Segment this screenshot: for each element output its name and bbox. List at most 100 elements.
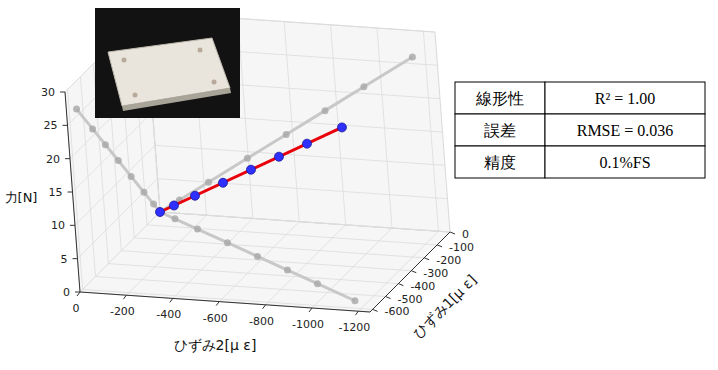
tick-label: -500 (397, 293, 422, 306)
floor-projection-point (254, 253, 261, 260)
tick (437, 245, 442, 247)
left-projection-point (115, 157, 122, 164)
tick-label: 20 (46, 153, 60, 166)
y-axis-line (370, 232, 450, 312)
data-point (302, 139, 311, 148)
table-cell (455, 146, 545, 178)
left-projection-point (157, 209, 164, 216)
left-projection-point (150, 201, 157, 208)
table-text: 誤差 (484, 121, 516, 140)
tick (373, 309, 378, 311)
tick-label: -1200 (338, 321, 370, 334)
tick-label: -600 (385, 305, 410, 318)
left-projection-point (128, 173, 135, 180)
tick-label: 25 (44, 119, 58, 132)
tick-label: 0 (462, 228, 469, 241)
tick (424, 258, 429, 260)
tick (75, 292, 80, 293)
tick (70, 225, 75, 226)
back-projection-point (409, 53, 416, 60)
z-axis-title: 力[N] (5, 190, 38, 205)
floor-projection-point (157, 209, 164, 216)
table-text: 線形性 (475, 89, 524, 108)
data-point (246, 165, 255, 174)
tick (450, 232, 455, 234)
grid (65, 12, 450, 311)
table: 線形性 R² = 1.00 誤差 RMSE = 0.036 精度 0.1%FS (455, 82, 705, 178)
photo-sensor-edge (122, 88, 231, 111)
grid-line (78, 179, 158, 259)
left-projection-point (102, 141, 109, 148)
table-text: R² = 1.00 (595, 90, 656, 107)
tick (65, 158, 70, 159)
chart-svg: 0-200-400-600-800-1000-12000-100-200-300… (0, 0, 718, 370)
floor-projection-line (160, 212, 355, 301)
tick-label: -200 (436, 254, 461, 267)
tick-label: -100 (449, 241, 474, 254)
tick (411, 271, 416, 273)
tick-label: -800 (249, 315, 274, 328)
floor-projection-point (224, 239, 231, 246)
y-axis-title: ひずみ1[μ ε] (410, 272, 480, 342)
tick-label: -200 (110, 305, 135, 318)
data-point (337, 123, 346, 132)
tick (77, 292, 80, 296)
panes (65, 12, 450, 312)
back-projection-point (157, 209, 164, 216)
tick-label: -400 (410, 280, 435, 293)
tick (385, 297, 390, 299)
grid-line (158, 179, 448, 199)
x-axis-title: ひずみ2[μ ε] (174, 337, 257, 353)
tick-label: -600 (203, 312, 228, 325)
table-text: 0.1%FS (599, 154, 650, 171)
table-cell (545, 82, 705, 114)
data-point (274, 152, 283, 161)
table-cell (545, 114, 705, 146)
floor-projection-point (171, 215, 178, 222)
back-projection-point (360, 83, 367, 90)
floor-projection-point (314, 280, 321, 287)
data-point (169, 201, 178, 210)
photo-hole (198, 48, 203, 53)
tick (170, 298, 173, 302)
tick (68, 192, 73, 193)
tick (398, 284, 403, 286)
floor-projection-point (351, 297, 358, 304)
data-point (190, 191, 199, 200)
tick (60, 92, 65, 93)
table-text: 精度 (484, 153, 516, 172)
floor-projection-point (284, 267, 291, 274)
tick-label: 0 (63, 286, 70, 299)
tick-label: 10 (51, 219, 65, 232)
data-point (156, 208, 165, 217)
table-cell (455, 82, 545, 114)
tick (216, 302, 219, 306)
tick (63, 125, 68, 126)
tick-label: 15 (49, 186, 63, 199)
photo-background (95, 8, 240, 118)
grid-line (80, 212, 160, 292)
floor-projection-point (194, 226, 201, 233)
back-projection-point (283, 131, 290, 138)
tick-label: -1000 (292, 318, 324, 331)
tick (73, 258, 78, 259)
left-projection-point (140, 189, 147, 196)
tick-label: 0 (73, 302, 80, 315)
photo-inset (95, 8, 240, 118)
tick (123, 295, 126, 299)
left-projection-point (73, 106, 80, 113)
left-projection-line (77, 109, 160, 212)
tick-label: 5 (61, 253, 68, 266)
axes: 0-200-400-600-800-1000-12000-100-200-300… (5, 86, 480, 353)
back-projection-point (244, 155, 251, 162)
table-cell (545, 146, 705, 178)
data-point (218, 178, 227, 187)
photo-hole (122, 58, 127, 63)
tick (263, 305, 266, 309)
tick (355, 311, 358, 315)
photo-hole (212, 80, 217, 85)
tick-label: -400 (156, 308, 181, 321)
table-text: RMSE = 0.036 (577, 122, 674, 139)
back-projection-point (322, 107, 329, 114)
tick-label: -300 (423, 267, 448, 280)
